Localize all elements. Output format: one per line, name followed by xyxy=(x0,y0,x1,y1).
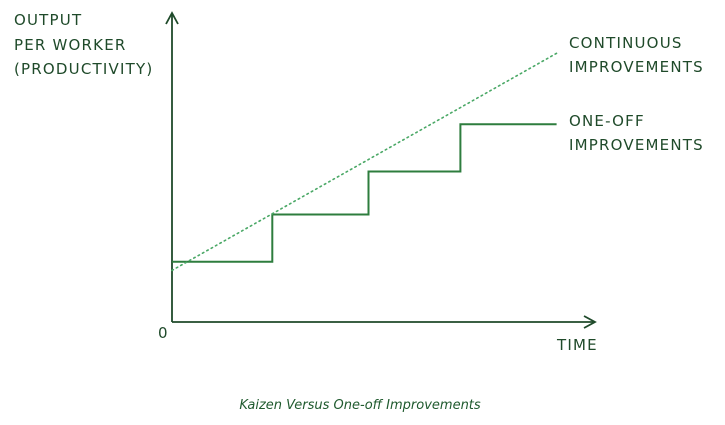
series-label-oneoff-line-2: IMPROVEMENTS xyxy=(569,136,704,154)
y-axis-arrowhead xyxy=(165,11,179,25)
labels: OUTPUT PER WORKER (PRODUCTIVITY) 0 TIME … xyxy=(14,11,704,413)
series-label-continuous-line-1: CONTINUOUS xyxy=(569,34,683,52)
series-line-continuous xyxy=(171,52,558,272)
origin-label: 0 xyxy=(158,324,169,342)
series-label-continuous-line-2: IMPROVEMENTS xyxy=(569,58,704,76)
x-axis-arrowhead xyxy=(583,315,597,329)
y-axis-label-line-3: (PRODUCTIVITY) xyxy=(14,60,153,78)
series-layer xyxy=(171,52,558,272)
y-axis-label-line-1: OUTPUT xyxy=(14,11,82,29)
series-line-one-off xyxy=(172,123,557,263)
chart-caption: Kaizen Versus One-off Improvements xyxy=(239,398,481,413)
y-axis-label-line-2: PER WORKER xyxy=(14,36,127,54)
x-axis-label: TIME xyxy=(556,336,598,354)
series-label-oneoff-line-1: ONE-OFF xyxy=(569,112,645,130)
